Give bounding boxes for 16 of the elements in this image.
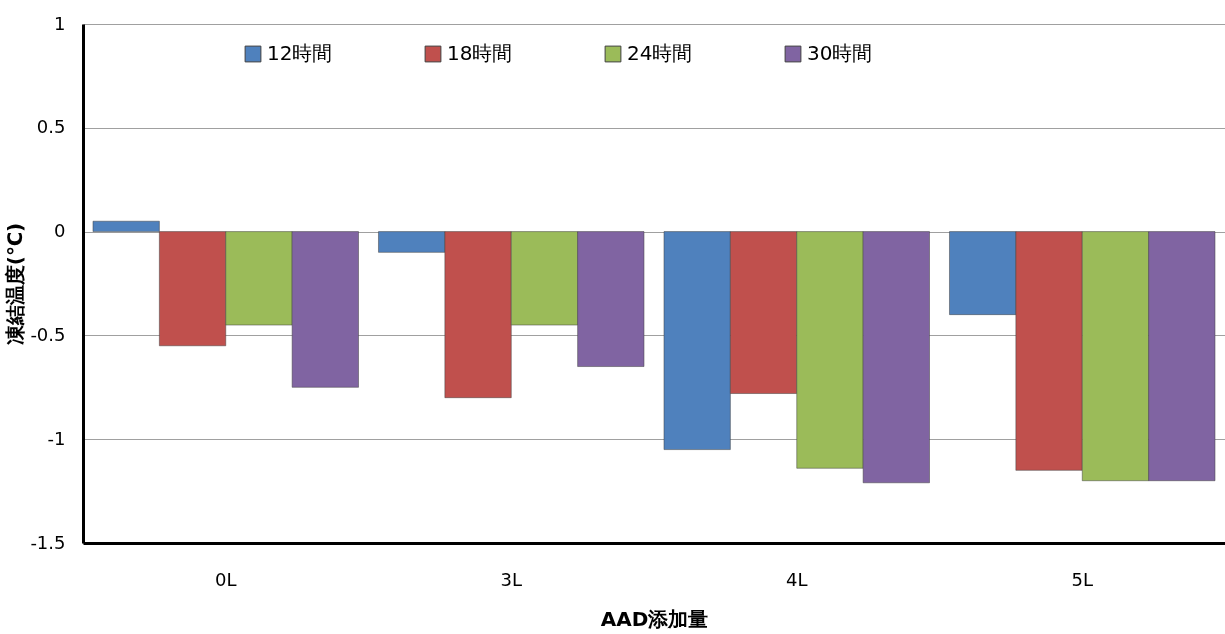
x-tick-label: 5L — [1071, 568, 1093, 590]
y-tick-label: -1.5 — [30, 531, 66, 553]
y-tick-label: -0.5 — [30, 323, 66, 345]
x-tick-label: 3L — [500, 568, 522, 590]
y-axis-title: 凍結温度(℃) — [3, 222, 28, 346]
legend-label: 30時間 — [807, 41, 873, 65]
y-tick-label: -1 — [47, 427, 66, 449]
x-tick-label: 4L — [786, 568, 808, 590]
x-tick-label: 0L — [215, 568, 237, 590]
legend-label: 18時間 — [447, 41, 513, 65]
x-axis-title: AAD添加量 — [600, 606, 709, 631]
legend-label: 12時間 — [267, 41, 333, 65]
y-tick-label: 0 — [54, 220, 66, 242]
legend-label: 24時間 — [627, 41, 693, 65]
y-tick-label: 0.5 — [36, 116, 66, 138]
y-tick-label: 1 — [54, 12, 66, 34]
